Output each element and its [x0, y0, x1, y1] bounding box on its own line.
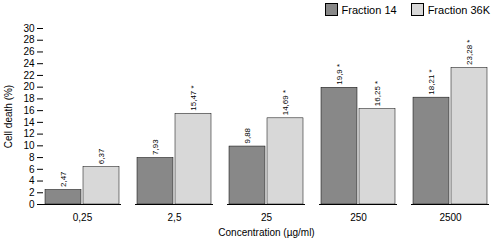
svg-text:15,47 *: 15,47 * — [189, 85, 198, 110]
svg-text:26: 26 — [23, 46, 35, 57]
svg-text:28: 28 — [23, 34, 35, 45]
svg-text:8: 8 — [29, 152, 35, 163]
svg-text:4: 4 — [29, 175, 35, 186]
svg-text:23,28 *: 23,28 * — [465, 40, 474, 65]
svg-text:7,93: 7,93 — [151, 139, 160, 155]
svg-text:0: 0 — [29, 199, 35, 210]
svg-text:30: 30 — [23, 23, 35, 34]
svg-text:10: 10 — [23, 140, 35, 151]
svg-text:18: 18 — [23, 93, 35, 104]
svg-text:19,9 *: 19,9 * — [335, 64, 344, 85]
svg-text:12: 12 — [23, 128, 35, 139]
svg-text:18,21 *: 18,21 * — [427, 69, 436, 94]
svg-text:6: 6 — [29, 164, 35, 175]
svg-text:Cell death (%): Cell death (%) — [3, 85, 14, 148]
svg-text:20: 20 — [23, 81, 35, 92]
svg-text:2,5: 2,5 — [168, 212, 182, 223]
svg-text:14,69 *: 14,69 * — [281, 90, 290, 115]
svg-text:16: 16 — [23, 105, 35, 116]
svg-text:Concentration (µg/ml): Concentration (µg/ml) — [218, 227, 314, 238]
svg-text:0,25: 0,25 — [73, 212, 93, 223]
svg-text:25: 25 — [261, 212, 273, 223]
html-text:Fraction 14: Fraction 14 — [341, 3, 397, 16]
svg-text:24: 24 — [23, 58, 35, 69]
html-text:Fraction 36K: Fraction 36K — [427, 3, 490, 16]
svg-text:2,47: 2,47 — [59, 171, 68, 187]
svg-text:6,37: 6,37 — [97, 148, 106, 164]
svg-text:22: 22 — [23, 70, 35, 81]
svg-text:2500: 2500 — [439, 212, 462, 223]
svg-text:9,88: 9,88 — [243, 127, 252, 143]
svg-text:14: 14 — [23, 117, 35, 128]
svg-text:250: 250 — [350, 212, 367, 223]
svg-text:2: 2 — [29, 187, 35, 198]
svg-text:16,25 *: 16,25 * — [373, 81, 382, 106]
